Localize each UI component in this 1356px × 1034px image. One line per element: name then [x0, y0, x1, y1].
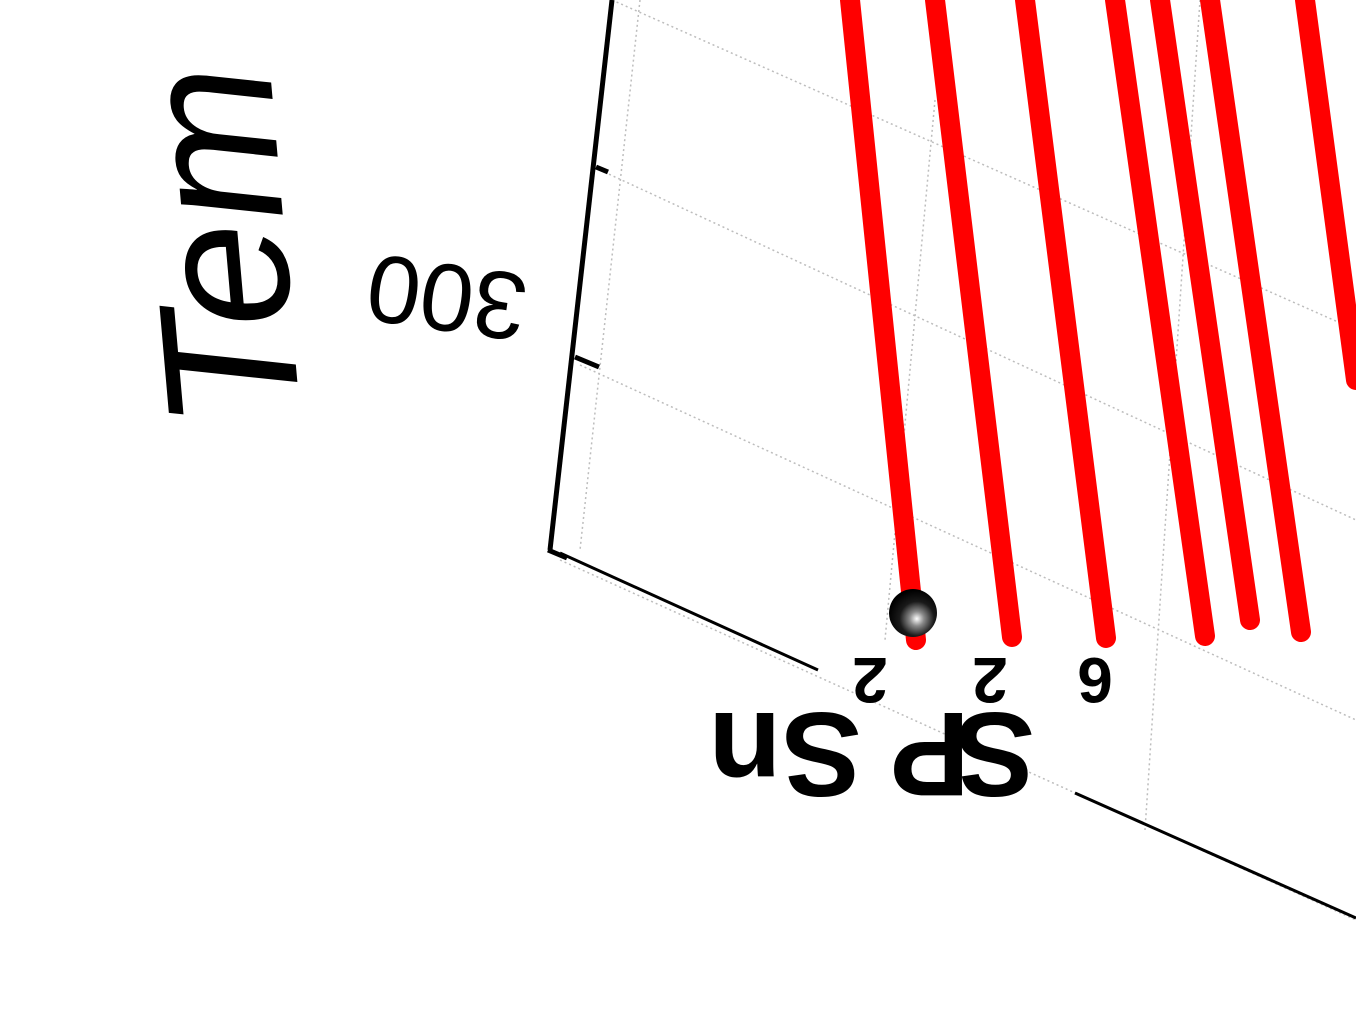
grid-line — [579, 364, 1356, 721]
series-line-1 — [840, 0, 926, 650]
series-line-4 — [1105, 0, 1215, 646]
floor-axis-mid — [961, 740, 1009, 765]
floor-axis-right — [1074, 791, 1356, 920]
svg-text:P: P — [890, 687, 970, 821]
cat-label-mid: P — [890, 687, 970, 821]
cat-label-sub3: 6 — [1077, 644, 1113, 716]
y-tick — [574, 354, 600, 370]
cat-label-end: S — [955, 687, 1035, 821]
svg-text:2: 2 — [972, 644, 1008, 716]
vertical-axis-foot — [547, 547, 568, 561]
svg-text:S: S — [955, 687, 1035, 821]
y-axis-title: Tem — [99, 56, 342, 436]
cat-label-sub1: 2 — [852, 644, 888, 716]
data-marker-sphere — [889, 589, 937, 637]
grid-line — [611, 0, 1356, 331]
floor-axis-left — [559, 551, 819, 672]
y-tick — [595, 164, 609, 175]
series-line-3 — [1015, 0, 1116, 648]
svg-text:Sn: Sn — [708, 687, 861, 821]
series-group — [840, 0, 1356, 650]
grid-line — [579, 0, 641, 551]
series-line-5 — [1150, 0, 1260, 630]
cat-label-sub2: 2 — [972, 644, 1008, 716]
cat-label-base: Sn — [708, 687, 861, 821]
grid-line — [884, 99, 936, 641]
y-tick-label-300: 300 — [360, 233, 534, 361]
x-category-label: S 6 P 2 Sn 2 — [708, 644, 1112, 821]
series-line-2 — [925, 0, 1022, 647]
series-line-6 — [1200, 0, 1311, 642]
series-line-7 — [1295, 0, 1356, 390]
grid-line — [559, 559, 1356, 921]
svg-text:2: 2 — [852, 644, 888, 716]
vertical-axis — [547, 0, 615, 551]
svg-text:6: 6 — [1077, 644, 1113, 716]
